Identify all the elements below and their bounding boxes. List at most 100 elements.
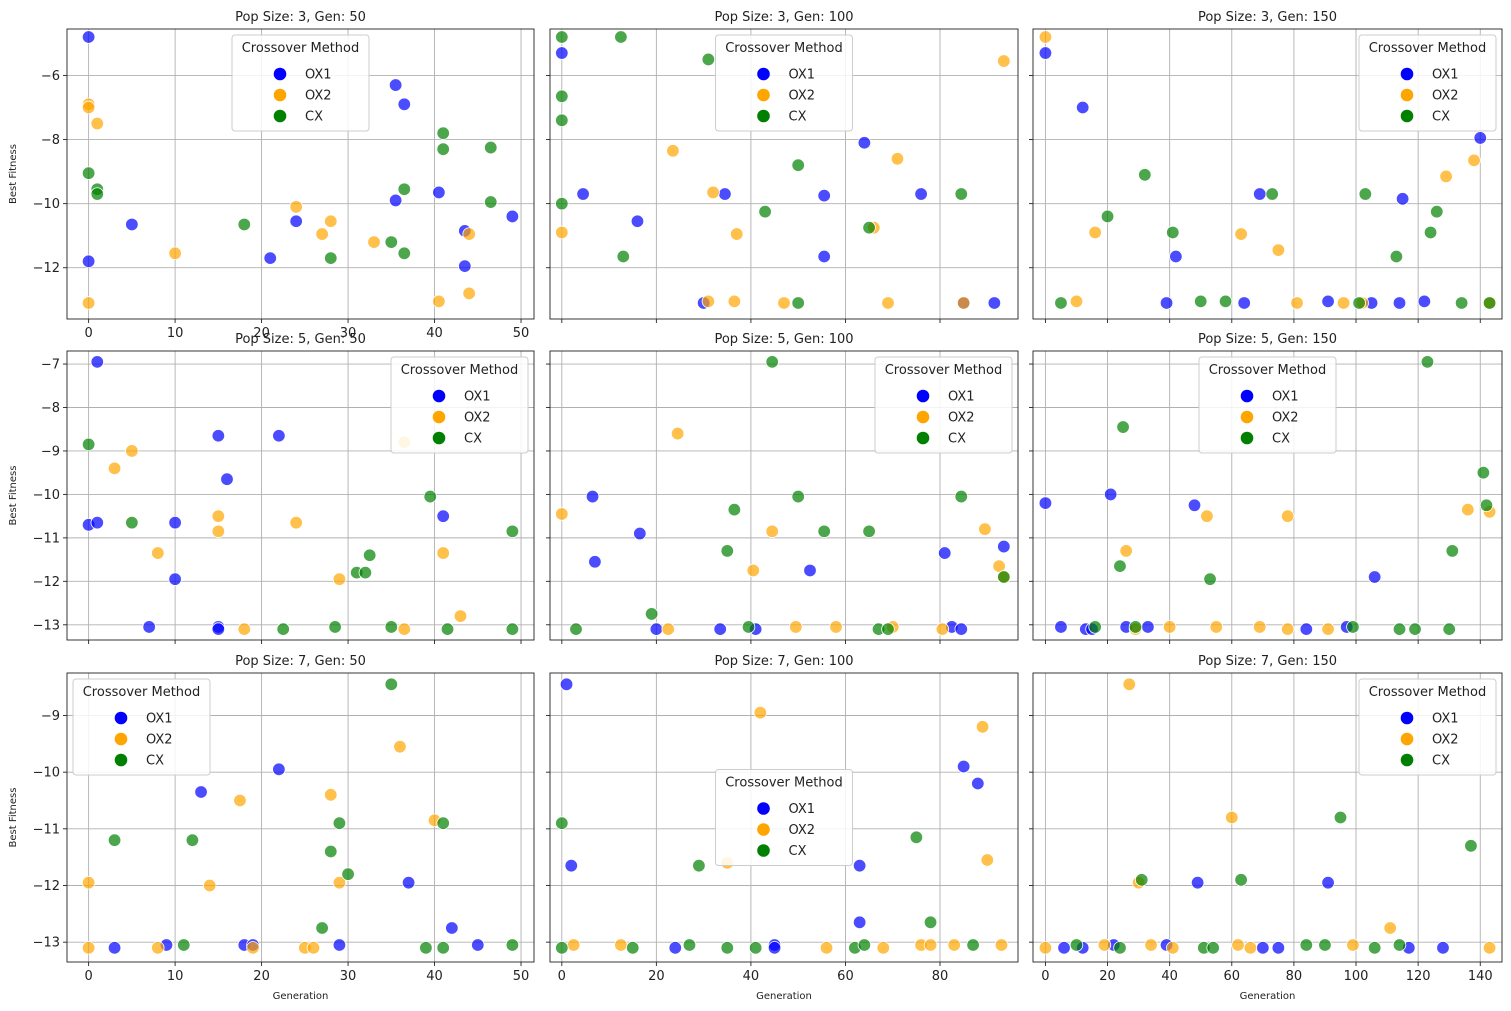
data-point [397,182,411,196]
data-point [1482,296,1497,310]
data-point [1162,620,1177,634]
legend-marker-ox2 [757,823,770,836]
legend-title: Crossover Method [401,363,519,378]
data-point [1358,187,1373,201]
x-tick-label: 20 [1099,969,1116,984]
data-point [1135,873,1149,887]
data-point [682,938,697,952]
data-point [358,565,373,580]
data-point [971,776,985,791]
data-point [384,235,399,249]
subplot-title: Pop Size: 7, Gen: 50 [235,654,366,669]
series-cx [555,30,968,310]
data-point [966,938,980,952]
legend-label-cx: CX [948,432,966,447]
data-point [1395,192,1410,206]
subplot-title: Pop Size: 5, Gen: 150 [1198,332,1337,347]
x-tick-label: 40 [1161,969,1178,984]
legend-label-ox1: OX1 [789,802,816,817]
series-cx [81,437,520,636]
data-point [142,620,156,634]
data-point [1237,296,1251,310]
data-point [125,217,139,232]
data-point [555,30,569,44]
data-point [1442,622,1456,636]
data-point [324,788,338,802]
series-ox1 [1038,487,1382,636]
data-point [324,251,338,265]
data-point [1299,622,1314,636]
data-point [954,489,968,504]
data-point [713,622,727,636]
data-point [555,941,569,955]
x-tick-label: 30 [340,969,357,984]
data-point [436,126,450,140]
data-point [881,296,895,310]
legend-label-ox1: OX1 [948,390,975,405]
data-point [720,544,734,558]
data-point [1346,938,1360,952]
data-point [1436,941,1450,955]
data-point [791,489,805,504]
data-point [701,294,716,309]
data-point [1203,572,1217,586]
data-point [233,793,247,808]
data-point [765,524,779,539]
data-point [633,526,647,541]
data-point [706,185,720,200]
data-point [803,563,817,578]
data-point [555,507,569,521]
data-point [1445,544,1460,558]
data-point [1144,938,1158,952]
data-point [935,622,950,636]
legend-marker-ox1 [757,67,770,81]
legend-marker-cx [757,109,770,123]
data-point [1169,249,1183,264]
data-point [81,941,96,955]
legend-label-ox1: OX1 [1272,390,1299,405]
x-axis-label: Generation [1240,991,1296,1002]
legend-label-ox2: OX2 [305,89,332,104]
data-point [1336,296,1351,310]
data-point [923,938,938,952]
y-axis-label: Best Fitness [8,144,19,204]
series-ox2 [555,54,1011,310]
data-point [909,830,924,845]
data-point [276,622,290,636]
data-point [1467,153,1481,168]
data-point [876,941,890,955]
legend-label-cx: CX [464,432,482,447]
legend-title: Crossover Method [885,363,1003,378]
data-point [1271,941,1286,955]
subplot-title: Pop Size: 3, Gen: 150 [1198,10,1337,25]
data-point [1075,100,1090,115]
data-point [555,196,569,211]
data-point [440,622,455,636]
subplot-7: 0 10 20 30 40 50 −13 −12 −11 −10 −9 Pop Size: 7, Ge… [8,654,535,1002]
legend-frame [1358,678,1497,776]
legend: Crossover Method OX1 OX2 CX [231,34,370,132]
x-axis-label: Generation [273,991,329,1002]
y-axis-label: Best Fitness [8,466,19,526]
data-point [1420,355,1435,369]
data-point [753,705,768,720]
data-point [237,217,251,232]
data-point [1299,938,1314,952]
data-point [1482,941,1497,955]
data-point [1253,620,1267,634]
y-tick-label: −10 [33,766,60,781]
data-point [107,461,122,476]
data-point [1119,544,1133,558]
data-point [263,251,277,265]
data-point [566,938,581,952]
legend-label-ox2: OX2 [1432,733,1459,748]
data-point [997,570,1011,584]
data-point [1430,204,1444,219]
data-point [1271,243,1286,257]
data-point [720,941,734,955]
data-point [765,355,779,369]
data-point [862,220,876,235]
data-point [1088,620,1102,634]
legend-marker-ox1 [916,389,930,403]
